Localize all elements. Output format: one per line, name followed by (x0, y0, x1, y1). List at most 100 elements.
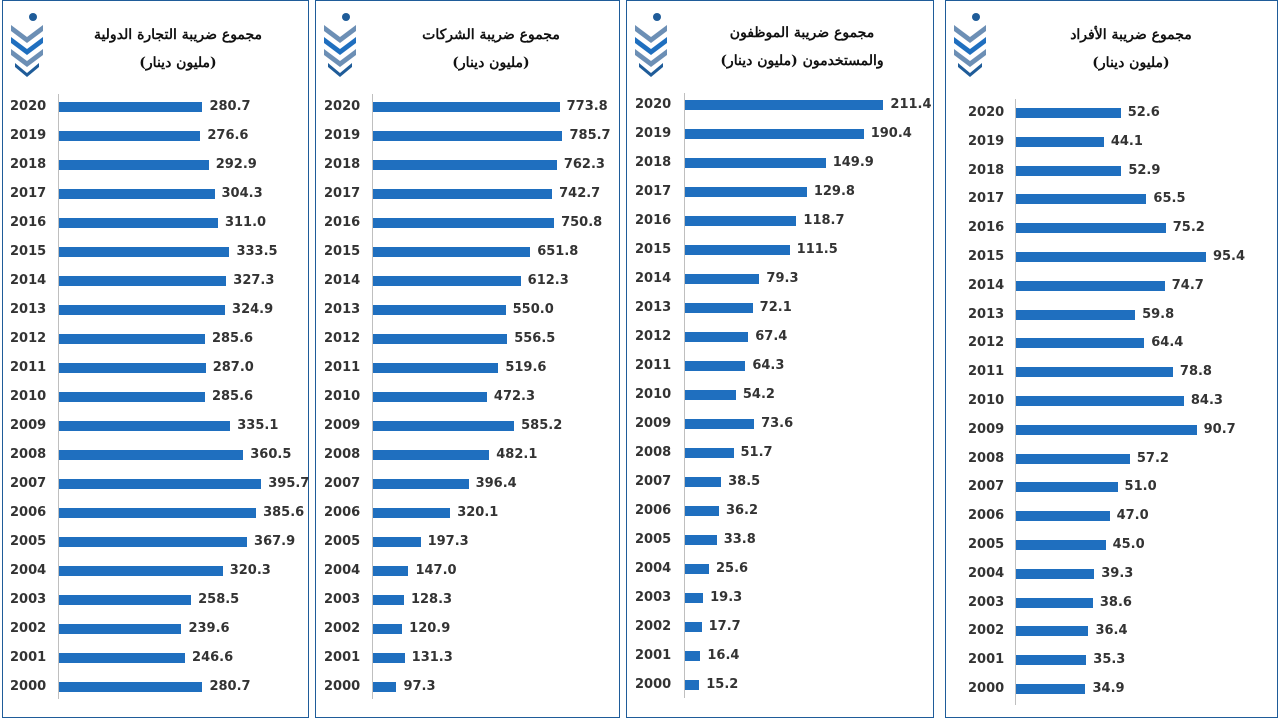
chart-title-line1: مجموع ضريبة الشركات (422, 27, 560, 43)
year-tick-label: 2013 (635, 300, 672, 315)
data-label: 45.0 (1112, 537, 1145, 552)
data-label: 39.3 (1101, 565, 1134, 581)
data-label: 90.7 (1203, 421, 1236, 437)
data-label: 367.9 (254, 534, 296, 549)
bar-row: 2015 95.4 (946, 247, 1277, 267)
data-label: 285.6 (211, 331, 254, 346)
bar (373, 160, 557, 170)
data-label: 550.0 (512, 302, 554, 317)
bar-row: 2006 47.0 (946, 506, 1277, 526)
bar-row: 2004 39.3 (946, 564, 1277, 584)
bar (1016, 136, 1104, 147)
year-tick-label: 2020 (635, 97, 672, 112)
bar-row: 2008 51.7 (627, 443, 933, 463)
data-label: 651.8 (537, 244, 579, 259)
year-tick-label: 2009 (324, 418, 361, 433)
data-label: 36.4 (1095, 623, 1128, 639)
year-tick-label: 2019 (635, 126, 672, 141)
bar-row: 2014 74.7 (946, 276, 1277, 296)
data-label: 15.2 (706, 677, 739, 692)
bar-row: 2007 38.5 (627, 472, 933, 492)
bar-row: 2017 129.8 (627, 182, 933, 202)
data-label: 35.3 (1093, 652, 1126, 668)
data-label: 44.1 (1110, 133, 1143, 149)
bar-row: 2000 34.9 (946, 679, 1277, 699)
year-tick-label: 2006 (10, 505, 47, 520)
year-tick-label: 2001 (10, 650, 47, 665)
year-tick-label: 2014 (968, 277, 1005, 293)
bar (1016, 684, 1086, 694)
data-label: 211.4 (890, 97, 932, 112)
bar (373, 102, 560, 112)
data-label: 585.2 (521, 418, 563, 433)
bar-row: 2008 360.5 (3, 445, 308, 465)
bar-row: 2000 97.3 (316, 677, 619, 697)
year-tick-label: 2013 (324, 302, 361, 317)
data-label: 395.7 (268, 476, 310, 491)
bar-row: 2019 44.1 (946, 132, 1277, 152)
data-label: 258.5 (198, 592, 240, 607)
bar (1016, 453, 1130, 464)
data-label: 51.7 (740, 445, 773, 460)
bar (685, 361, 746, 371)
year-tick-label: 2016 (10, 215, 47, 230)
bar-row: 2017 65.5 (946, 189, 1277, 209)
bar-row: 2006 320.1 (316, 503, 619, 523)
bar-row: 2012 67.4 (627, 327, 933, 347)
bar (373, 508, 451, 518)
bar (685, 506, 719, 516)
data-label: 482.1 (496, 447, 538, 462)
data-label: 65.5 (1153, 191, 1186, 207)
data-label: 750.8 (561, 215, 603, 230)
bar (1016, 338, 1145, 349)
data-label: 51.0 (1124, 479, 1157, 495)
data-label: 360.5 (250, 447, 292, 462)
data-label: 34.9 (1092, 681, 1125, 696)
year-tick-label: 2008 (10, 447, 47, 462)
bar (685, 593, 704, 603)
bar-row: 2001 35.3 (946, 650, 1277, 670)
chart-panel-trade-tax: مجموع ضريبة التجارة الدولية (مليون دينار… (2, 0, 309, 718)
bar-row: 2016 118.7 (627, 211, 933, 231)
bar (373, 334, 508, 344)
bar (373, 131, 563, 141)
bar-row: 2000 280.7 (3, 677, 308, 697)
bar (1016, 597, 1093, 608)
data-label: 239.6 (188, 621, 230, 636)
year-tick-label: 2015 (968, 249, 1005, 264)
bar-row: 2001 246.6 (3, 648, 308, 668)
bar-row: 2005 197.3 (316, 532, 619, 552)
bar-row: 2004 147.0 (316, 561, 619, 581)
year-tick-label: 2012 (10, 331, 47, 346)
year-tick-label: 2002 (10, 621, 47, 636)
bar (59, 392, 205, 402)
bar-row: 2010 285.6 (3, 387, 308, 407)
bar-row: 2011 64.3 (627, 356, 933, 376)
bar-row: 2013 550.0 (316, 300, 619, 320)
data-label: 311.0 (224, 215, 267, 230)
data-label: 280.7 (209, 99, 251, 114)
year-tick-label: 2014 (635, 271, 672, 286)
data-label: 67.4 (755, 329, 788, 344)
bar-row: 2000 15.2 (627, 675, 933, 695)
year-tick-label: 2020 (324, 99, 361, 114)
data-label: 33.8 (723, 532, 756, 547)
bar-row: 2003 258.5 (3, 590, 308, 610)
data-label: 75.2 (1172, 220, 1205, 236)
bar-row: 2008 482.1 (316, 445, 619, 465)
year-tick-label: 2011 (324, 360, 361, 375)
bar-row: 2018 292.9 (3, 155, 308, 175)
bar-row: 2017 304.3 (3, 184, 308, 204)
bar-row: 2001 16.4 (627, 646, 933, 666)
bar-row: 2006 385.6 (3, 503, 308, 523)
bar (685, 100, 884, 110)
year-tick-label: 2002 (635, 619, 672, 634)
bar-row: 2003 128.3 (316, 590, 619, 610)
year-tick-label: 2019 (324, 128, 361, 143)
year-tick-label: 2017 (324, 186, 361, 201)
bar-row: 2011 519.6 (316, 358, 619, 378)
data-label: 396.4 (475, 476, 517, 491)
bar-row: 2002 17.7 (627, 617, 933, 637)
year-tick-label: 2000 (324, 679, 361, 694)
year-tick-label: 2000 (635, 677, 672, 692)
